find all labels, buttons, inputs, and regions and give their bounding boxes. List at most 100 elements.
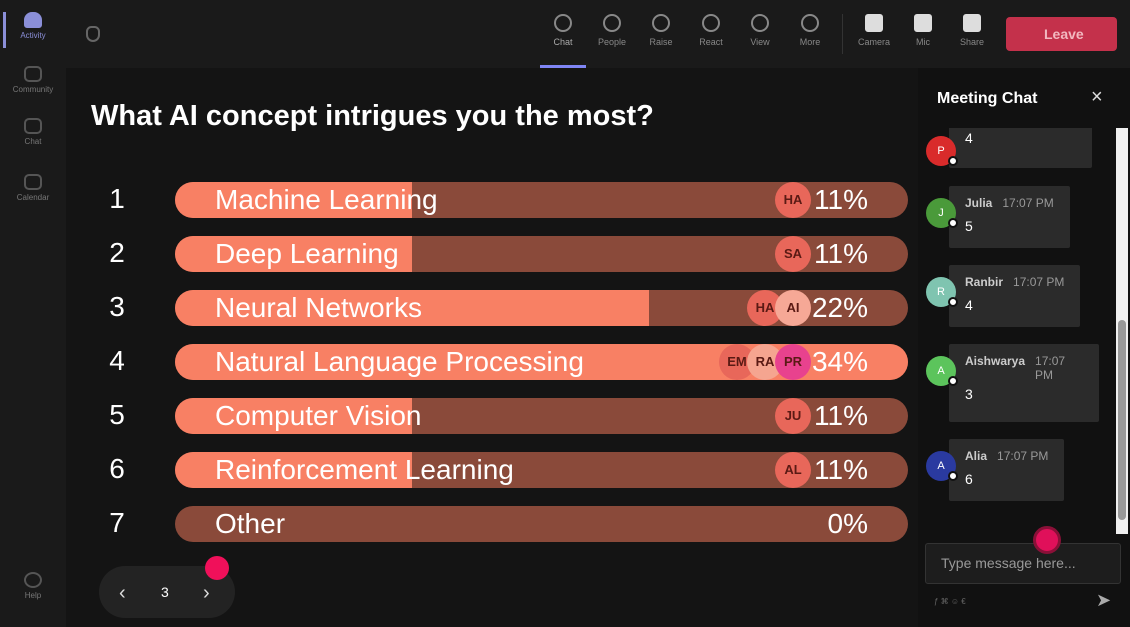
option-number: 7 (109, 507, 125, 538)
option-number: 2 (109, 237, 125, 268)
option-bar[interactable]: Reinforcement Learning 11% AL (175, 452, 908, 488)
message-bubble: Alia 17:07 PM 6 (949, 439, 1065, 501)
toolbar-label: More (799, 37, 821, 47)
sidebar-item[interactable]: Calendar (0, 174, 66, 202)
sidebar-label: Activity (20, 31, 46, 40)
sender-name: Alia (965, 449, 988, 463)
page-number: 3 (161, 584, 169, 600)
sender-name: Julia (965, 196, 993, 210)
option-bar[interactable]: Other 0% (175, 506, 908, 542)
message-bubble: Julia 17:07 PM 5 (949, 186, 1070, 248)
toolbar-button[interactable]: React (688, 14, 734, 47)
option-label: Other (215, 508, 286, 539)
option-number: 4 (109, 345, 125, 376)
toolbar-icon (652, 14, 670, 32)
sidebar-item[interactable]: Chat (0, 118, 66, 146)
status-dot (948, 218, 958, 228)
send-button[interactable]: ➤ (1096, 590, 1112, 610)
option-fill (175, 236, 413, 272)
message-text: 4 (965, 297, 973, 313)
toolbar-label: View (750, 37, 770, 47)
divider (842, 14, 843, 54)
sidebar-label: Calendar (16, 193, 50, 202)
voter-avatar: HA (775, 182, 811, 218)
sidebar-icon (24, 12, 42, 28)
option-fill (175, 452, 413, 488)
next-button[interactable]: › (203, 582, 210, 604)
message-input[interactable]: Type message here... (925, 543, 1121, 584)
toolbar-button[interactable]: More (787, 14, 833, 47)
sidebar-icon (24, 66, 42, 82)
message-time: 17:07 PM (1002, 196, 1054, 210)
toolbar-button[interactable]: View (737, 14, 783, 47)
option-label: Computer Vision (215, 400, 422, 431)
cursor-dot (1033, 526, 1061, 554)
option-bar[interactable]: Neural Networks 22% HA AI (175, 290, 908, 326)
option-percent: 11% (814, 238, 868, 269)
message-header: Ranbir 17:07 PM (965, 275, 1064, 293)
toolbar-button[interactable]: Camera (851, 14, 897, 47)
option-fill (175, 398, 413, 434)
toolbar-label: Share (959, 37, 985, 47)
message-text: 5 (965, 218, 973, 234)
toolbar-button[interactable]: Mic (900, 14, 946, 47)
toolbar-label: Chat (553, 37, 573, 47)
option-label: Machine Learning (215, 184, 438, 215)
option-bar[interactable]: Machine Learning 11% HA (175, 182, 908, 218)
leave-button[interactable]: Leave (1006, 17, 1117, 51)
help-item[interactable]: Help (0, 572, 66, 600)
option-percent: 34% (811, 346, 868, 377)
sidebar-item[interactable]: Activity (0, 12, 66, 40)
toolbar-label: React (699, 37, 723, 47)
toolbar-button[interactable]: People (589, 14, 635, 47)
toolbar-icon (865, 14, 883, 32)
option-bar[interactable]: Natural Language Processing 34% EM RA PR (175, 344, 908, 380)
status-dot (948, 471, 958, 481)
toolbar-label: Raise (649, 37, 673, 47)
poll-question: What AI concept intrigues you the most? (91, 100, 654, 132)
status-dot (948, 156, 958, 166)
option-bar[interactable]: Computer Vision 11% JU (175, 398, 908, 434)
voter-avatar: JU (775, 398, 811, 434)
sender-name: Ranbir (965, 275, 1004, 289)
voter-avatar: AL (775, 452, 811, 488)
prev-button[interactable]: ‹ (119, 582, 126, 604)
option-number: 5 (109, 399, 125, 430)
sidebar-icon (24, 174, 42, 190)
message-time: 17:07 PM (997, 449, 1049, 463)
message-text: 6 (965, 471, 973, 487)
toolbar-icon (914, 14, 932, 32)
toolbar-icon (603, 14, 621, 32)
option-number: 1 (109, 183, 125, 214)
toolbar-icon (554, 14, 572, 32)
toolbar-icon (751, 14, 769, 32)
option-fill (175, 182, 413, 218)
message-header: Aishwarya 17:07 PM (965, 354, 1089, 382)
scroll-thumb[interactable] (1118, 320, 1126, 520)
toolbar-button[interactable]: Share (949, 14, 995, 47)
option-percent: 0% (827, 508, 868, 539)
sidebar-item[interactable]: Community (0, 66, 66, 94)
sender-name: Aishwarya (965, 354, 1026, 368)
sidebar-label: Chat (24, 137, 42, 146)
message-header: Julia 17:07 PM (965, 196, 1054, 214)
option-bar[interactable]: Deep Learning 11% SA (175, 236, 908, 272)
option-number: 3 (109, 291, 125, 322)
chat-title: Meeting Chat (937, 90, 1038, 107)
message-bubble: Aishwarya 17:07 PM 3 (949, 344, 1099, 422)
close-button[interactable]: × (1091, 86, 1103, 108)
option-percent: 11% (814, 454, 868, 485)
message-text: 3 (965, 386, 973, 402)
voter-avatar: AI (775, 290, 811, 326)
toolbar-icon (702, 14, 720, 32)
message-bubble: Priyanka17:07 PM4 (949, 128, 1093, 168)
toolbar-icon (963, 14, 981, 32)
toolbar: Chat People Raise React View More Camera Mic Sha… (66, 0, 1130, 68)
option-percent: 22% (811, 292, 868, 323)
toolbar-button[interactable]: Chat (540, 14, 586, 68)
option-label: Reinforcement Learning (215, 454, 514, 485)
message-time: 17:07 PM (1035, 354, 1066, 382)
option-fill (175, 290, 650, 326)
toolbar-button[interactable]: Raise (638, 14, 684, 47)
